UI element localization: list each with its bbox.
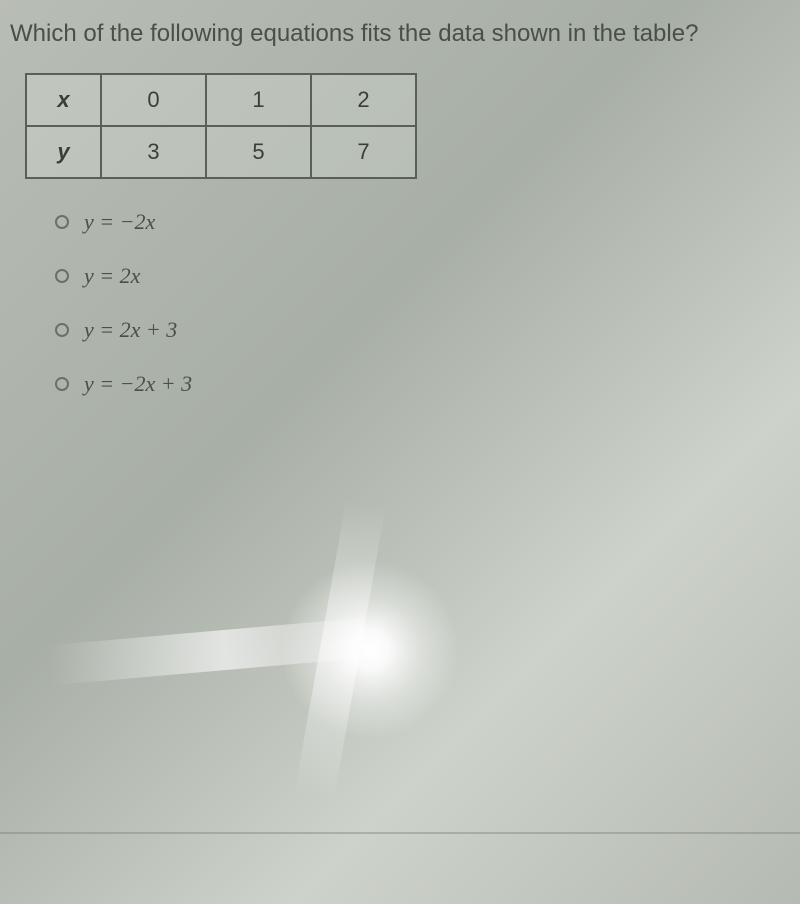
- table-row: y 3 5 7: [26, 126, 416, 178]
- glare-artifact: [280, 560, 460, 740]
- table-row: x 0 1 2: [26, 74, 416, 126]
- glare-artifact: [294, 499, 385, 801]
- option-item[interactable]: y = 2x: [55, 263, 790, 289]
- table-cell: 7: [311, 126, 416, 178]
- divider: [0, 832, 800, 834]
- table-cell: 5: [206, 126, 311, 178]
- table-cell: 1: [206, 74, 311, 126]
- option-label: y = 2x: [84, 263, 140, 289]
- option-item[interactable]: y = −2x + 3: [55, 371, 790, 397]
- radio-icon: [55, 323, 69, 337]
- table-cell: 3: [101, 126, 206, 178]
- table-header-x: x: [26, 74, 101, 126]
- option-label: y = −2x: [84, 209, 155, 235]
- radio-icon: [55, 377, 69, 391]
- data-table: x 0 1 2 y 3 5 7: [25, 73, 417, 179]
- table-cell: 2: [311, 74, 416, 126]
- table-header-y: y: [26, 126, 101, 178]
- question-text: Which of the following equations fits th…: [10, 20, 790, 48]
- options-container: y = −2x y = 2x y = 2x + 3 y = −2x + 3: [55, 209, 790, 397]
- option-item[interactable]: y = 2x + 3: [55, 317, 790, 343]
- option-item[interactable]: y = −2x: [55, 209, 790, 235]
- glare-artifact: [49, 615, 401, 685]
- radio-icon: [55, 269, 69, 283]
- table-cell: 0: [101, 74, 206, 126]
- option-label: y = −2x + 3: [84, 371, 192, 397]
- option-label: y = 2x + 3: [84, 317, 177, 343]
- radio-icon: [55, 215, 69, 229]
